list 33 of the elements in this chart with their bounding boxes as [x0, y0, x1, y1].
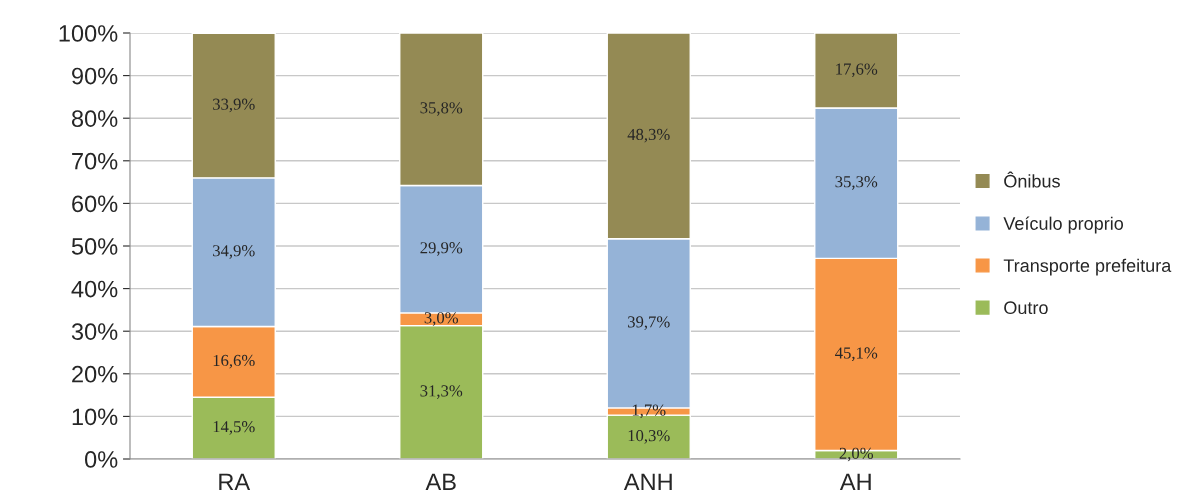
legend-label: Transporte prefeitura [1003, 258, 1172, 276]
y-tick-label: 30% [71, 323, 118, 340]
data-label: 16,6% [213, 354, 255, 369]
y-tick-label: 60% [72, 195, 118, 213]
data-label: 34,9% [213, 245, 255, 259]
legend-label: Outro [1004, 301, 1048, 315]
data-label: 45,1% [835, 347, 878, 361]
y-tick-label: 50% [71, 238, 118, 255]
y-tick-label: 70% [72, 152, 118, 170]
y-tick-label: 80% [71, 110, 118, 127]
data-label: 35,3% [835, 176, 878, 190]
data-label: 10,3% [628, 429, 670, 444]
legend-label: Ônibus [1004, 171, 1060, 188]
y-tick-label: 40% [71, 280, 118, 298]
data-label: 31,3% [420, 385, 463, 399]
data-label: 35,8% [420, 102, 463, 116]
data-label: 39,7% [628, 316, 670, 330]
data-label: 3,0% [424, 312, 459, 326]
y-tick-label: 0% [84, 451, 118, 468]
x-tick-label: AB [425, 473, 456, 490]
y-tick-label: 10% [72, 408, 118, 426]
data-label: 14,5% [213, 421, 255, 435]
data-label: 29,9% [420, 242, 463, 256]
x-tick-label: AH [839, 473, 871, 490]
y-tick-label: 20% [72, 365, 118, 383]
y-tick-label: 100% [59, 25, 118, 42]
data-label: 33,9% [213, 98, 255, 113]
data-label: 17,6% [836, 63, 878, 78]
y-tick-label: 90% [72, 67, 118, 85]
x-tick-label: RA [219, 473, 251, 490]
legend-label: Veículo proprio [1003, 216, 1124, 234]
x-tick-label: ANH [623, 473, 672, 490]
data-label: 48,3% [627, 128, 670, 143]
